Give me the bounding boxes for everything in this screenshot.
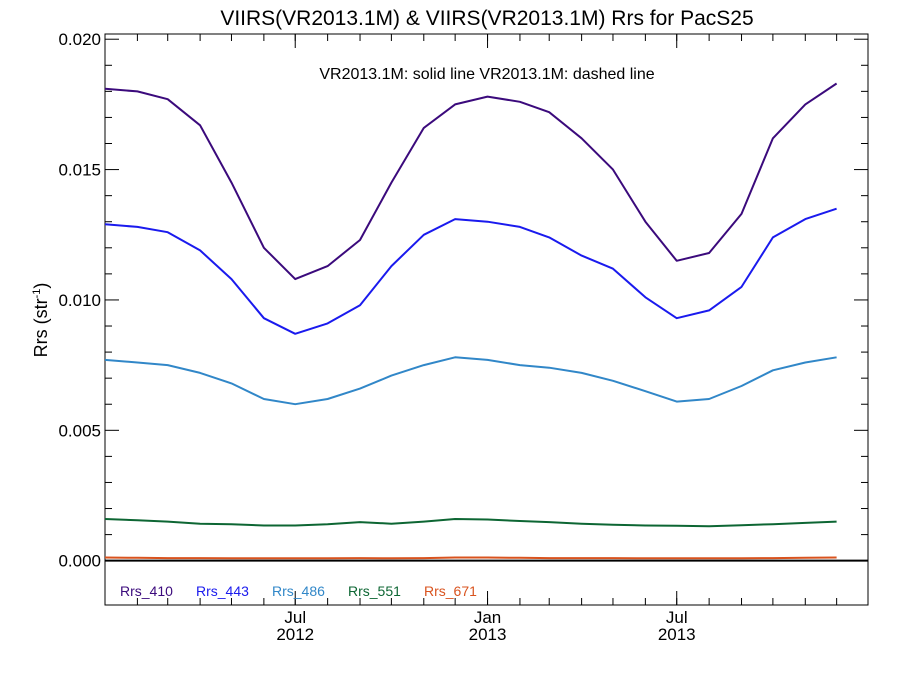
legend-entry-rrs_551: Rrs_551 bbox=[348, 583, 401, 599]
y-axis-label-superscript: -1 bbox=[31, 289, 43, 299]
x-tick-label-month: Jul bbox=[666, 608, 688, 627]
y-tick-label: 0.020 bbox=[58, 30, 101, 49]
legend-entry-rrs_410: Rrs_410 bbox=[120, 583, 173, 599]
axis-ticks: 0.0000.0050.0100.0150.020Jul2012Jan2013J… bbox=[58, 30, 868, 644]
y-axis-label-close: ) bbox=[31, 283, 51, 289]
plot-area: 0.0000.0050.0100.0150.020Jul2012Jan2013J… bbox=[58, 30, 869, 644]
series-line-rrs_443 bbox=[104, 207, 837, 335]
legend-entry-rrs_486: Rrs_486 bbox=[272, 583, 325, 599]
y-tick-label: 0.015 bbox=[58, 161, 101, 180]
x-tick-label-year: 2013 bbox=[469, 625, 507, 644]
y-tick-label: 0.000 bbox=[58, 552, 101, 571]
series-line-rrs_671 bbox=[104, 556, 837, 560]
y-tick-label: 0.010 bbox=[58, 291, 101, 310]
legend-entry-rrs_671: Rrs_671 bbox=[424, 583, 477, 599]
series-line-rrs_551 bbox=[104, 518, 837, 528]
series-line-rrs_410 bbox=[104, 82, 838, 281]
x-tick-label-month: Jul bbox=[284, 608, 306, 627]
x-tick-label-year: 2012 bbox=[276, 625, 314, 644]
x-tick-label-month: Jan bbox=[474, 608, 501, 627]
line-style-annotation: VR2013.1M: solid line VR2013.1M: dashed … bbox=[319, 66, 654, 83]
y-tick-label: 0.005 bbox=[58, 421, 101, 440]
legend-entry-rrs_443: Rrs_443 bbox=[196, 583, 249, 599]
y-axis-label-main: Rrs (str bbox=[31, 298, 51, 357]
plot-frame bbox=[104, 33, 869, 606]
y-axis-label: Rrs (str-1) bbox=[31, 283, 51, 358]
chart-title: VIIRS(VR2013.1M) & VIIRS(VR2013.1M) Rrs … bbox=[220, 7, 753, 30]
series-group bbox=[104, 82, 868, 562]
legend: Rrs_410 Rrs_443 Rrs_486 Rrs_551 Rrs_671 bbox=[120, 583, 477, 599]
x-tick-label-year: 2013 bbox=[658, 625, 696, 644]
series-line-rrs_486 bbox=[104, 356, 837, 406]
